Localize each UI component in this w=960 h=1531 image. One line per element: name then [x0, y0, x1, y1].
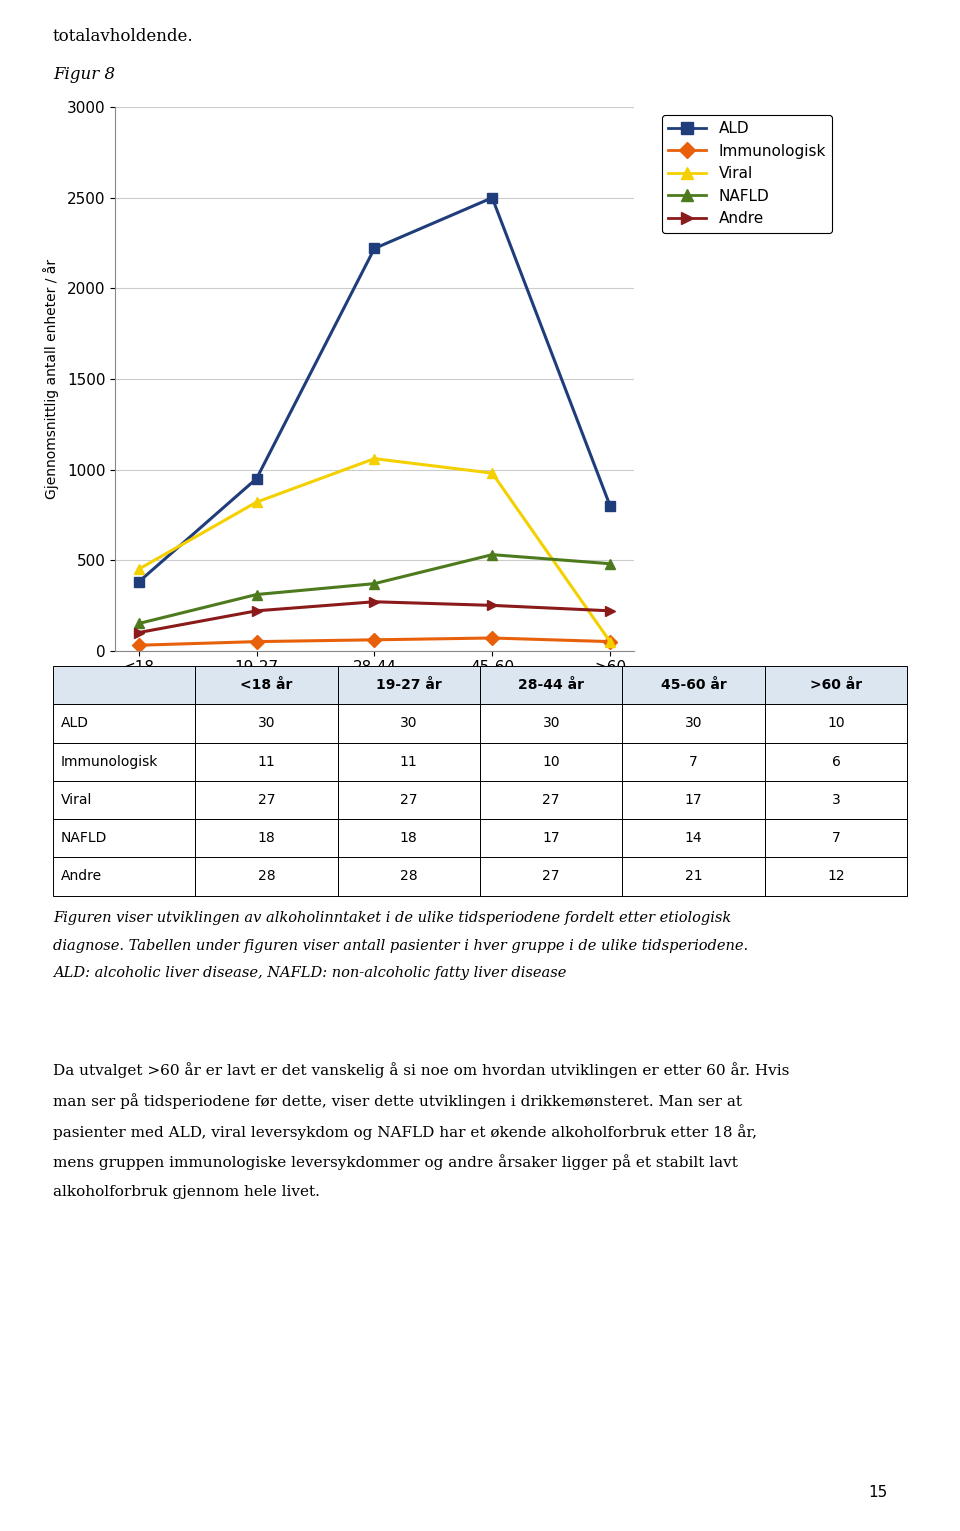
Text: pasienter med ALD, viral leversykdom og NAFLD har et økende alkoholforbruk etter: pasienter med ALD, viral leversykdom og …	[53, 1124, 756, 1139]
Text: 17: 17	[542, 831, 560, 845]
Text: Figur 8: Figur 8	[53, 66, 115, 83]
Viral	[251, 493, 262, 511]
Text: mens gruppen immunologiske leversykdommer og andre årsaker ligger på et stabilt : mens gruppen immunologiske leversykdomme…	[53, 1154, 737, 1170]
Immunologisk	[369, 631, 380, 649]
Text: NAFLD: NAFLD	[60, 831, 107, 845]
Text: Da utvalget >60 år er lavt er det vanskelig å si noe om hvordan utviklingen er e: Da utvalget >60 år er lavt er det vanske…	[53, 1063, 789, 1078]
Text: 7: 7	[831, 831, 840, 845]
Immunologisk	[604, 632, 615, 651]
Text: Viral: Viral	[60, 793, 92, 807]
Andre	[251, 602, 262, 620]
NAFLD	[487, 545, 498, 563]
Text: Immunologisk: Immunologisk	[60, 755, 157, 769]
Immunologisk	[133, 635, 145, 654]
X-axis label: Tidsperiode: Tidsperiode	[329, 684, 420, 698]
Text: 21: 21	[684, 870, 703, 883]
NAFLD	[369, 574, 380, 592]
Text: 11: 11	[257, 755, 276, 769]
Text: 18: 18	[400, 831, 418, 845]
NAFLD	[133, 614, 145, 632]
Text: totalavholdende.: totalavholdende.	[53, 28, 193, 44]
Text: ALD: alcoholic liver disease, NAFLD: non-alcoholic fatty liver disease: ALD: alcoholic liver disease, NAFLD: non…	[53, 966, 566, 980]
Line: Immunologisk: Immunologisk	[133, 634, 615, 651]
ALD	[604, 496, 615, 514]
Text: 15: 15	[869, 1485, 888, 1500]
Text: diagnose. Tabellen under figuren viser antall pasienter i hver gruppe i de ulike: diagnose. Tabellen under figuren viser a…	[53, 939, 748, 952]
Text: 30: 30	[684, 717, 703, 730]
Text: 3: 3	[831, 793, 840, 807]
Text: 11: 11	[400, 755, 418, 769]
Text: 27: 27	[257, 793, 276, 807]
ALD	[369, 239, 380, 257]
Immunologisk	[487, 629, 498, 648]
Line: ALD: ALD	[133, 193, 615, 586]
Line: Andre: Andre	[133, 597, 615, 637]
Text: 27: 27	[542, 870, 560, 883]
Immunologisk	[251, 632, 262, 651]
ALD	[487, 188, 498, 207]
Text: 28: 28	[400, 870, 418, 883]
Text: 30: 30	[542, 717, 560, 730]
Text: 28: 28	[257, 870, 276, 883]
Text: man ser på tidsperiodene før dette, viser dette utviklingen i drikkemønsteret. M: man ser på tidsperiodene før dette, vise…	[53, 1093, 742, 1108]
NAFLD	[251, 585, 262, 603]
Andre	[487, 596, 498, 614]
Text: 6: 6	[831, 755, 840, 769]
Viral	[487, 464, 498, 482]
Text: 30: 30	[400, 717, 418, 730]
NAFLD	[604, 554, 615, 573]
Text: 12: 12	[828, 870, 845, 883]
ALD	[133, 573, 145, 591]
Y-axis label: Gjennomsnittlig antall enheter / år: Gjennomsnittlig antall enheter / år	[42, 259, 59, 499]
Text: 18: 18	[257, 831, 276, 845]
Andre	[133, 623, 145, 641]
Text: 27: 27	[542, 793, 560, 807]
Text: 14: 14	[684, 831, 703, 845]
Text: Figuren viser utviklingen av alkoholinntaket i de ulike tidsperiodene fordelt et: Figuren viser utviklingen av alkoholinnt…	[53, 911, 732, 925]
Viral	[369, 450, 380, 468]
Andre	[369, 592, 380, 611]
Text: 10: 10	[542, 755, 560, 769]
Text: alkoholforbruk gjennom hele livet.: alkoholforbruk gjennom hele livet.	[53, 1185, 320, 1199]
Legend: ALD, Immunologisk, Viral, NAFLD, Andre: ALD, Immunologisk, Viral, NAFLD, Andre	[662, 115, 832, 233]
Viral	[133, 560, 145, 579]
Text: 28-44 år: 28-44 år	[518, 678, 585, 692]
Text: <18 år: <18 år	[240, 678, 293, 692]
Text: 17: 17	[684, 793, 703, 807]
Text: Andre: Andre	[60, 870, 102, 883]
Text: 10: 10	[828, 717, 845, 730]
Text: 30: 30	[257, 717, 276, 730]
ALD	[251, 470, 262, 488]
Viral	[604, 632, 615, 651]
Text: 27: 27	[400, 793, 418, 807]
Text: 7: 7	[689, 755, 698, 769]
Line: NAFLD: NAFLD	[133, 550, 615, 628]
Text: 45-60 år: 45-60 år	[660, 678, 727, 692]
Text: ALD: ALD	[60, 717, 88, 730]
Andre	[604, 602, 615, 620]
Text: 19-27 år: 19-27 år	[376, 678, 442, 692]
Text: >60 år: >60 år	[810, 678, 862, 692]
Line: Viral: Viral	[133, 453, 615, 646]
